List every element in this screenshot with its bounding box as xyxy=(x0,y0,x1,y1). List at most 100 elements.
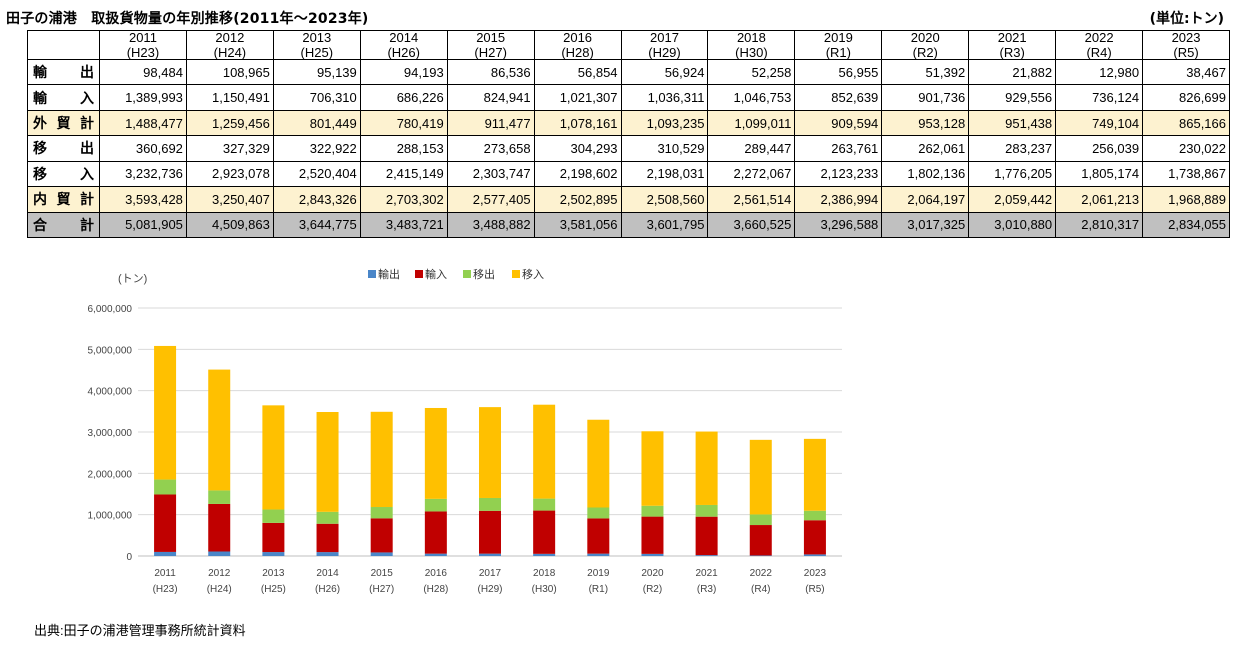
year-label: 2017 xyxy=(650,30,679,45)
year-label: 2022 xyxy=(1084,30,1114,45)
bar-segment xyxy=(641,431,664,506)
bar-segment xyxy=(803,520,826,555)
bar-segment xyxy=(587,507,610,519)
year-header: 2018 (H30) xyxy=(707,30,796,60)
y-axis-label: (トン) xyxy=(118,273,147,285)
table-cell: 3,644,775 xyxy=(272,211,361,239)
bar-segment xyxy=(424,553,447,556)
table-cell: 1,078,161 xyxy=(533,109,622,137)
x-tick-sublabel: (R3) xyxy=(697,584,716,595)
legend-swatch xyxy=(463,270,471,278)
table-cell: 5,081,905 xyxy=(99,211,187,239)
x-tick-sublabel: (R5) xyxy=(805,584,824,595)
bar-segment xyxy=(641,553,664,556)
table-row: 内貿計 3,593,428 3,250,407 2,843,326 2,703,302 2… xyxy=(27,186,1230,213)
bar-segment xyxy=(803,438,826,511)
bar-segment xyxy=(424,511,447,554)
y-tick-label: 3,000,000 xyxy=(88,428,133,439)
era-label: (R3) xyxy=(999,45,1025,60)
stacked-bar-chart: (トン) 0 1,000,000 2,000,000 3,000,000 4,000,00… xyxy=(88,267,842,595)
year-header: 2013 (H25) xyxy=(272,30,361,60)
x-tick-label: 2015 xyxy=(371,568,394,579)
y-tick-label: 2,000,000 xyxy=(88,469,133,480)
table-cell: 2,061,213 xyxy=(1055,186,1144,213)
year-label: 2012 xyxy=(215,30,245,45)
year-header: 2021 (R3) xyxy=(968,30,1057,60)
year-header: 2012 (H24) xyxy=(185,30,274,60)
bar-segment xyxy=(803,510,826,521)
row-label: 合計 xyxy=(27,211,100,239)
bar-segment xyxy=(316,511,339,524)
bar-segment xyxy=(533,553,556,556)
table-cell: 749,104 xyxy=(1055,109,1144,137)
table-cell: 283,237 xyxy=(968,135,1057,162)
table-cell: 2,508,560 xyxy=(620,186,709,213)
era-label: (H24) xyxy=(213,45,247,60)
bar-segment xyxy=(587,553,610,556)
table-cell: 21,882 xyxy=(968,58,1057,86)
table-cell: 3,660,525 xyxy=(707,211,796,239)
table-cell: 852,639 xyxy=(794,84,883,111)
year-header: 2014 (H26) xyxy=(359,30,448,60)
y-tick-label: 4,000,000 xyxy=(88,387,133,398)
table-row: 移入 3,232,736 2,923,078 2,520,404 2,415,149 2,… xyxy=(27,160,1230,188)
table-corner-cell xyxy=(27,30,100,60)
unit-label: (単位:トン) xyxy=(1149,11,1224,27)
x-tick-sublabel: (H30) xyxy=(532,584,557,595)
year-label: 2014 xyxy=(389,30,419,45)
bar-segment xyxy=(370,411,393,508)
bar-segment xyxy=(695,555,718,556)
year-header: 2022 (R4) xyxy=(1055,30,1144,60)
bar-segment xyxy=(208,369,231,491)
table-cell: 2,064,197 xyxy=(881,186,970,213)
cargo-table: 2011 (H23) 2012 (H24) 2013 (H25) 2014 (H26) 2015… xyxy=(27,30,1230,239)
bar-segment xyxy=(262,509,285,523)
table-cell: 2,502,895 xyxy=(533,186,622,213)
era-label: (H27) xyxy=(474,45,507,60)
x-tick-label: 2022 xyxy=(750,568,773,579)
y-tick-label: 6,000,000 xyxy=(88,304,133,315)
x-tick-sublabel: (R4) xyxy=(751,584,770,595)
era-label: (R2) xyxy=(912,45,938,60)
bar-segment xyxy=(262,522,285,553)
year-label: 2018 xyxy=(736,30,766,45)
bar-segment xyxy=(533,404,556,499)
table-cell: 3,483,721 xyxy=(359,211,448,239)
table-cell: 3,581,056 xyxy=(533,211,622,239)
bar-segment xyxy=(370,507,393,519)
table-cell: 56,924 xyxy=(620,58,709,86)
bar-segment xyxy=(695,431,718,505)
table-cell: 780,419 xyxy=(359,109,448,137)
x-tick-sublabel: (R2) xyxy=(643,584,662,595)
bar-segment xyxy=(154,479,177,495)
table-cell: 2,059,442 xyxy=(968,186,1057,213)
table-cell: 108,965 xyxy=(185,58,274,86)
bar-segment xyxy=(749,514,772,526)
table-cell: 2,843,326 xyxy=(272,186,361,213)
bar-segment xyxy=(370,518,393,553)
bar-segment xyxy=(479,510,501,554)
bar-segment xyxy=(208,490,231,504)
row-label: 輸入 xyxy=(27,84,100,111)
table-cell: 736,124 xyxy=(1055,84,1144,111)
bar-segment xyxy=(641,505,664,517)
x-tick-label: 2020 xyxy=(641,568,664,579)
table-cell: 56,854 xyxy=(533,58,622,86)
x-tick-sublabel: (H26) xyxy=(315,584,340,595)
year-label: 2013 xyxy=(302,30,332,45)
x-tick-sublabel: (H25) xyxy=(261,584,286,595)
table-cell: 3,232,736 xyxy=(99,160,187,188)
row-label: 外貿計 xyxy=(27,109,100,137)
year-label: 2011 xyxy=(128,30,157,45)
x-tick-sublabel: (H24) xyxy=(207,584,232,595)
x-tick-label: 2021 xyxy=(695,568,718,579)
legend-swatch xyxy=(368,270,376,278)
table-cell: 929,556 xyxy=(968,84,1057,111)
table-cell: 1,776,205 xyxy=(968,160,1057,188)
table-cell: 1,802,136 xyxy=(881,160,970,188)
table-cell: 1,968,889 xyxy=(1142,186,1230,213)
table-cell: 1,150,491 xyxy=(185,84,274,111)
table-cell: 95,139 xyxy=(272,58,361,86)
table-cell: 360,692 xyxy=(99,135,187,162)
table-cell: 262,061 xyxy=(881,135,970,162)
